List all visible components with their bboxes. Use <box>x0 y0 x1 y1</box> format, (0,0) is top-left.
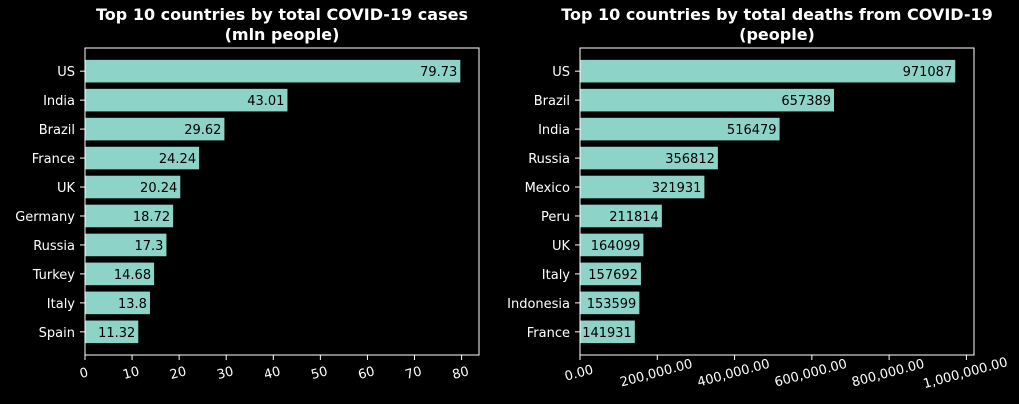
bar <box>580 117 780 141</box>
x-tick-label: 0.00 <box>563 363 595 385</box>
category-label: Peru <box>541 210 570 225</box>
x-tick-label: 20 <box>168 364 188 383</box>
data-label: 157692 <box>588 268 638 283</box>
category-label: Russia <box>528 152 570 167</box>
data-label: 356812 <box>665 152 715 167</box>
bar <box>85 262 155 286</box>
category-label: UK <box>552 239 571 254</box>
x-tick-label: 50 <box>310 364 330 383</box>
category-label: Mexico <box>525 181 570 196</box>
x-tick-label: 70 <box>404 364 424 383</box>
data-label: 211814 <box>609 210 659 225</box>
data-label: 141931 <box>582 326 632 341</box>
bar <box>580 59 956 83</box>
bar <box>85 59 461 83</box>
category-label: Italy <box>542 268 571 283</box>
bar <box>85 88 288 112</box>
x-tick-label: 0 <box>78 365 90 382</box>
data-label: 13.8 <box>118 297 147 312</box>
x-tick-label: 30 <box>215 364 235 383</box>
category-label: Spain <box>39 326 75 341</box>
category-label: France <box>32 152 75 167</box>
category-label: Turkey <box>32 268 76 283</box>
data-label: 79.73 <box>420 65 457 80</box>
x-tick-label: 40 <box>262 364 282 383</box>
chart-subtitle: (mln people) <box>225 25 340 44</box>
data-label: 321931 <box>652 181 702 196</box>
bar <box>85 175 181 199</box>
x-tick-label: 60 <box>357 364 377 383</box>
bar <box>580 146 718 170</box>
bar <box>85 233 167 257</box>
category-label: US <box>57 65 75 80</box>
bar <box>85 320 139 344</box>
x-tick-label: 600,000.00 <box>773 357 849 391</box>
data-label: 971087 <box>903 65 953 80</box>
bar <box>580 262 641 286</box>
cases-chart-svg: Top 10 countries by total COVID-19 cases… <box>15 5 480 383</box>
data-label: 17.3 <box>134 239 163 254</box>
data-label: 20.24 <box>140 181 177 196</box>
x-tick-label: 800,000.00 <box>850 357 926 391</box>
data-label: 43.01 <box>247 94 284 109</box>
bar <box>85 291 150 315</box>
x-tick-label: 200,000.00 <box>618 357 694 391</box>
data-label: 657389 <box>781 94 831 109</box>
data-label: 164099 <box>591 239 641 254</box>
plot-frame <box>579 47 975 356</box>
data-label: 29.62 <box>184 123 221 138</box>
data-label: 153599 <box>587 297 637 312</box>
category-label: Indonesia <box>507 297 570 312</box>
x-tick-label: 1,000,000.00 <box>922 355 1010 392</box>
bar <box>580 233 644 257</box>
chart-title: Top 10 countries by total deaths from CO… <box>561 5 993 24</box>
data-label: 516479 <box>727 123 777 138</box>
data-label: 14.68 <box>114 268 151 283</box>
deaths-chart: Top 10 countries by total deaths from CO… <box>500 0 1019 404</box>
category-label: Brazil <box>534 94 570 109</box>
category-label: US <box>552 65 570 80</box>
bar <box>85 146 200 170</box>
bar <box>580 320 635 344</box>
bar <box>580 291 640 315</box>
data-label: 18.72 <box>133 210 170 225</box>
bar <box>580 204 662 228</box>
bar <box>580 175 705 199</box>
bar <box>85 204 174 228</box>
category-label: India <box>538 123 570 138</box>
category-label: Russia <box>33 239 75 254</box>
category-label: UK <box>57 181 76 196</box>
category-label: India <box>43 94 75 109</box>
bar <box>580 88 835 112</box>
data-label: 11.32 <box>98 326 135 341</box>
category-label: Brazil <box>39 123 75 138</box>
deaths-chart-svg: Top 10 countries by total deaths from CO… <box>507 5 1010 392</box>
chart-subtitle: (people) <box>739 25 815 44</box>
chart-title: Top 10 countries by total COVID-19 cases <box>96 5 468 24</box>
data-label: 24.24 <box>159 152 196 167</box>
category-label: Italy <box>47 297 76 312</box>
category-label: France <box>527 326 570 341</box>
cases-chart: Top 10 countries by total COVID-19 cases… <box>0 0 500 404</box>
x-tick-label: 10 <box>121 364 141 383</box>
x-tick-label: 80 <box>451 364 471 383</box>
x-tick-label: 400,000.00 <box>696 357 772 391</box>
bar <box>85 117 225 141</box>
plot-frame <box>84 47 480 356</box>
category-label: Germany <box>15 210 75 225</box>
